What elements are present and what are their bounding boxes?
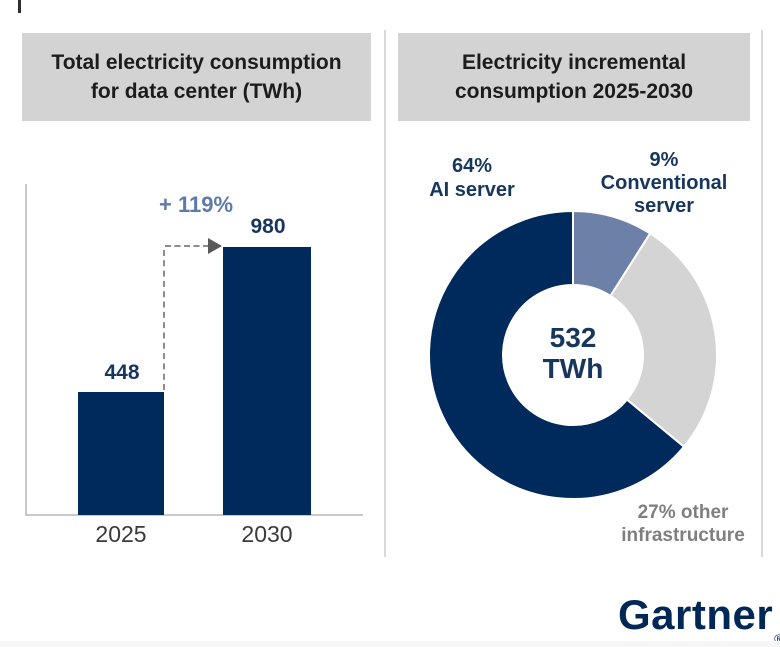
bar-value-2030: 980 bbox=[250, 215, 286, 238]
top-left-crop-fragment bbox=[18, 0, 21, 13]
slice-label-ai-pct: 64% bbox=[451, 155, 493, 177]
donut-slice-ai-server bbox=[428, 210, 685, 500]
slice-label-ai-server: 64% AI server bbox=[429, 154, 515, 202]
x-axis-label-2025: 2025 bbox=[95, 521, 147, 547]
registered-trademark-icon: ® bbox=[774, 632, 780, 646]
left-chart-title-line1: Total electricity consumption bbox=[51, 51, 342, 74]
bar-chart-y-axis bbox=[25, 184, 27, 516]
donut-slice-other-infrastructure bbox=[609, 232, 718, 448]
slice-label-conv-name2: server bbox=[633, 195, 695, 217]
left-chart-title-line2: for data center (TWh) bbox=[90, 80, 303, 103]
slice-label-conv-name1: Conventional bbox=[600, 172, 728, 194]
growth-annotation: + 119% bbox=[158, 192, 234, 217]
bar-value-2025: 448 bbox=[104, 361, 140, 384]
slice-label-conv-pct: 9% bbox=[649, 149, 679, 171]
bar-2025 bbox=[78, 392, 164, 515]
growth-arrow-head-icon bbox=[208, 238, 222, 254]
bar-chart-x-axis bbox=[25, 514, 363, 516]
bar-2030 bbox=[223, 247, 311, 515]
growth-arrow-vertical-dash bbox=[163, 250, 165, 390]
donut-center-value: 532 bbox=[549, 322, 597, 353]
slice-label-ai-name: AI server bbox=[429, 179, 515, 201]
growth-arrow-horizontal-dash bbox=[165, 245, 209, 247]
donut-center-label: 532 TWh bbox=[543, 322, 604, 384]
donut-center-unit: TWh bbox=[542, 353, 604, 384]
right-chart-title-line1: Electricity incremental bbox=[461, 51, 687, 74]
slice-label-conventional-server: 9% Conventional server bbox=[601, 149, 728, 218]
slice-label-other-infrastructure: 27% other infrastructure bbox=[621, 501, 745, 547]
bottom-edge-strip bbox=[0, 641, 780, 647]
panel-divider-right bbox=[761, 30, 763, 557]
left-chart-title: Total electricity consumption for data c… bbox=[22, 33, 371, 121]
right-chart-title-line2: consumption 2025-2030 bbox=[454, 80, 694, 103]
panel-divider-middle bbox=[384, 30, 386, 557]
x-axis-label-2030: 2030 bbox=[241, 521, 293, 547]
donut-chart bbox=[428, 210, 718, 500]
slice-label-other-line1: 27% other bbox=[637, 502, 729, 523]
slice-label-other-line2: infrastructure bbox=[621, 525, 745, 546]
right-chart-title: Electricity incremental consumption 2025… bbox=[398, 33, 750, 121]
gartner-logo-text: Gartner bbox=[618, 591, 774, 638]
gartner-logo: Gartner® bbox=[618, 591, 780, 646]
